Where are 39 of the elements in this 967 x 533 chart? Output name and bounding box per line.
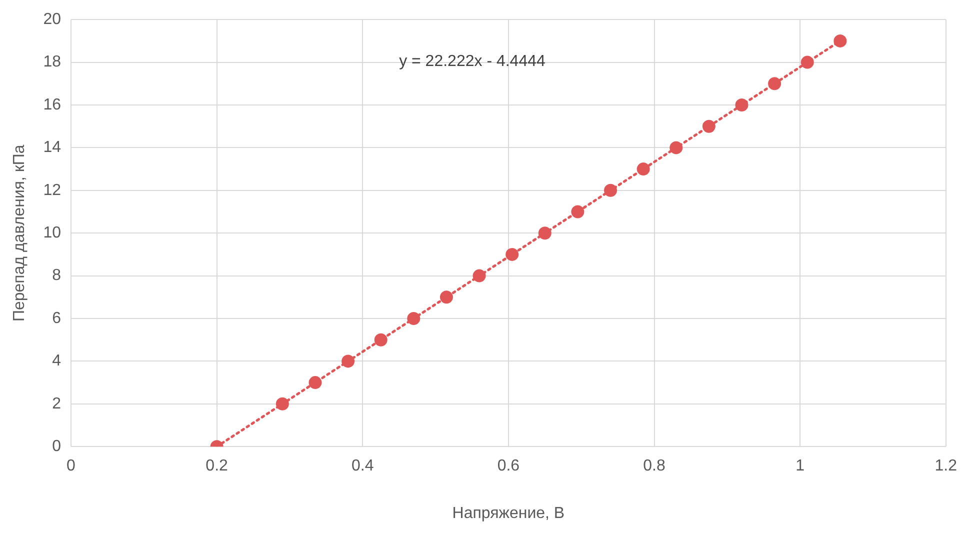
point bbox=[276, 397, 289, 410]
x-axis-title: Напряжение, В bbox=[452, 504, 565, 522]
x-tick-label: 1.2 bbox=[934, 458, 958, 475]
point bbox=[407, 312, 420, 325]
point bbox=[308, 376, 322, 390]
point bbox=[768, 77, 782, 90]
y-tick-label: 14 bbox=[43, 139, 62, 156]
point bbox=[440, 290, 453, 304]
x-tick-label: 0.4 bbox=[352, 458, 374, 475]
point bbox=[636, 162, 650, 176]
x-tick-label: 0.8 bbox=[643, 458, 666, 475]
x-tick-label: 1 bbox=[796, 458, 805, 475]
y-tick-label: 12 bbox=[43, 182, 62, 199]
y-tick-label: 0 bbox=[52, 438, 62, 456]
x-tick-label: 0.2 bbox=[206, 458, 228, 475]
annotation: y = 22.222x - 4.4444 bbox=[399, 53, 546, 70]
point bbox=[800, 56, 814, 69]
y-tick-label: 16 bbox=[43, 96, 62, 114]
y-tick-label: 6 bbox=[52, 310, 62, 327]
point bbox=[342, 354, 355, 368]
x-tick-label: 0.6 bbox=[497, 458, 520, 475]
y-tick-label: 8 bbox=[52, 267, 62, 284]
y-tick-label: 2 bbox=[52, 395, 62, 412]
y-tick-label: 10 bbox=[43, 224, 62, 242]
point bbox=[604, 184, 618, 197]
point bbox=[538, 226, 552, 240]
point bbox=[735, 98, 748, 112]
point bbox=[506, 248, 519, 261]
y-tick-label: 4 bbox=[52, 352, 62, 370]
point bbox=[571, 205, 584, 218]
point bbox=[702, 120, 716, 133]
point bbox=[670, 141, 683, 154]
point bbox=[374, 333, 388, 346]
point bbox=[472, 269, 486, 282]
point bbox=[834, 34, 847, 48]
y-axis-title: Перепад давления, кПа bbox=[11, 144, 28, 322]
y-tick-label: 20 bbox=[43, 11, 62, 28]
x-tick-label: 0 bbox=[66, 458, 76, 475]
y-tick-label: 18 bbox=[43, 54, 62, 71]
